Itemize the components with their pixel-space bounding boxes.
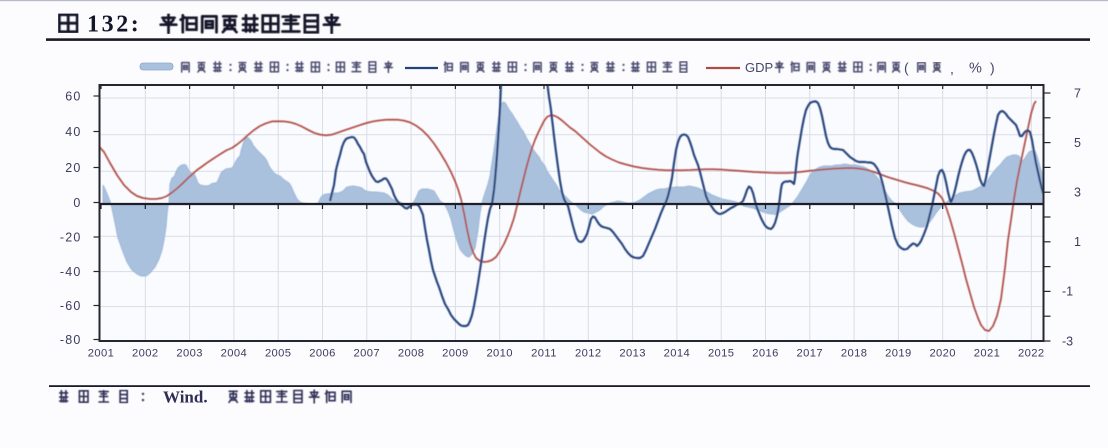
svg-text:Wind.: Wind. xyxy=(163,388,208,407)
svg-text:132:: 132: xyxy=(87,12,141,38)
svg-text:2006: 2006 xyxy=(309,348,336,360)
svg-text:2019: 2019 xyxy=(885,348,912,360)
svg-text:2009: 2009 xyxy=(442,348,469,360)
svg-text:2008: 2008 xyxy=(398,348,425,360)
svg-text:2021: 2021 xyxy=(974,348,1001,360)
svg-text:2022: 2022 xyxy=(1018,348,1045,360)
svg-text:2004: 2004 xyxy=(221,348,248,360)
svg-text:-20: -20 xyxy=(60,230,82,244)
svg-text:,: , xyxy=(950,61,954,77)
svg-text:(: ( xyxy=(904,60,909,76)
svg-text:7: 7 xyxy=(1074,86,1081,100)
svg-text:%: % xyxy=(969,61,982,77)
svg-text:2002: 2002 xyxy=(132,348,159,360)
svg-text:20: 20 xyxy=(65,161,81,175)
svg-text:): ) xyxy=(990,60,995,76)
svg-text:2018: 2018 xyxy=(841,348,868,360)
svg-text:2003: 2003 xyxy=(176,348,203,360)
svg-text:-1: -1 xyxy=(1062,285,1073,299)
svg-text:40: 40 xyxy=(65,125,81,139)
svg-text:2016: 2016 xyxy=(752,348,779,360)
svg-text:5: 5 xyxy=(1074,136,1081,150)
svg-text:60: 60 xyxy=(65,89,81,103)
svg-text:2010: 2010 xyxy=(486,348,513,360)
svg-text:2015: 2015 xyxy=(708,348,735,360)
svg-text:3: 3 xyxy=(1074,186,1081,200)
svg-text:2001: 2001 xyxy=(88,348,115,360)
svg-text:2014: 2014 xyxy=(664,348,691,360)
svg-text:GDP: GDP xyxy=(745,60,773,75)
svg-text:2020: 2020 xyxy=(929,348,956,360)
svg-text:2013: 2013 xyxy=(619,348,646,360)
svg-text:1: 1 xyxy=(1074,235,1081,249)
svg-text:2012: 2012 xyxy=(575,348,602,360)
svg-text:0: 0 xyxy=(73,196,81,210)
svg-text:-80: -80 xyxy=(60,333,82,347)
svg-text:-60: -60 xyxy=(60,299,82,313)
svg-text:2007: 2007 xyxy=(354,348,381,360)
svg-text:-40: -40 xyxy=(60,265,82,279)
svg-text:2005: 2005 xyxy=(265,348,292,360)
svg-text:2017: 2017 xyxy=(797,348,824,360)
svg-text:2011: 2011 xyxy=(531,348,557,360)
svg-text:-3: -3 xyxy=(1062,334,1073,348)
